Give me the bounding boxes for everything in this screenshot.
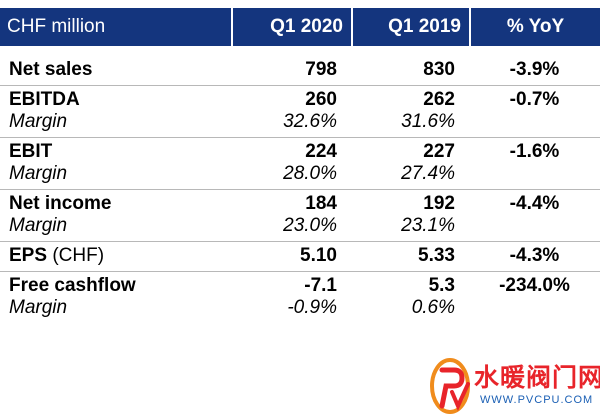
cell-q1-2019: 262 [351, 85, 469, 111]
cell-q1-2020: 32.6% [283, 111, 337, 132]
table-row-net-income-margin: Margin 23.0% 23.1% [0, 215, 600, 241]
row-label: Margin [9, 297, 68, 318]
cell-yoy: -234.0% [469, 271, 600, 297]
cell-yoy [469, 215, 600, 241]
header-q1-2020: Q1 2020 [231, 8, 351, 46]
cell-q1-2020: 224 [231, 137, 351, 163]
cell-q1-2019: 0.6% [411, 297, 455, 318]
cell-q1-2020: 798 [305, 59, 337, 80]
row-label: Net sales [9, 59, 93, 80]
table-row-free-cashflow: Free cashflow -7.1 5.3 -234.0% [0, 271, 600, 297]
header-row: CHF million Q1 2020 Q1 2019 % YoY [0, 8, 600, 46]
cell-q1-2020: 260 [231, 85, 351, 111]
watermark-url: WWW.PVCPU.COM [480, 394, 594, 406]
eps-label: EPS [9, 245, 48, 266]
row-label: EPS (CHF) [0, 241, 231, 271]
watermark-logo: 水暖阀门网 WWW.PVCPU.COM [430, 354, 600, 418]
cell-yoy [469, 297, 600, 323]
row-label: EBIT [0, 137, 231, 163]
cell-yoy: -4.3% [469, 241, 600, 271]
table-row-ebitda: EBITDA 260 262 -0.7% [0, 85, 600, 111]
pv-logo-icon [430, 358, 470, 414]
header-q1-2019: Q1 2019 [351, 8, 469, 46]
table-row-net-sales: Net sales 798 830 -3.9% [0, 56, 600, 85]
cell-yoy: -4.4% [469, 189, 600, 215]
table-row-ebit: EBIT 224 227 -1.6% [0, 137, 600, 163]
table-row-free-cashflow-margin: Margin -0.9% 0.6% [0, 297, 600, 323]
cell-yoy: -3.9% [509, 59, 560, 80]
header-chf-million: CHF million [0, 8, 231, 46]
financial-table: CHF million Q1 2020 Q1 2019 % YoY Net sa… [0, 8, 600, 323]
cell-q1-2019: 5.3 [351, 271, 469, 297]
cell-q1-2020: 184 [231, 189, 351, 215]
row-label: Margin [9, 215, 68, 236]
cell-q1-2020: 5.10 [231, 241, 351, 271]
cell-q1-2020: -0.9% [287, 297, 337, 318]
cell-q1-2019: 830 [423, 59, 455, 80]
row-label: Net income [0, 189, 231, 215]
cell-q1-2020: 23.0% [283, 215, 337, 236]
watermark-name: 水暖阀门网 [474, 364, 600, 392]
cell-yoy [469, 163, 600, 189]
table-row-ebitda-margin: Margin 32.6% 31.6% [0, 111, 600, 137]
row-label: Margin [9, 111, 68, 132]
cell-q1-2020: -7.1 [231, 271, 351, 297]
cell-q1-2019: 227 [351, 137, 469, 163]
row-label: Free cashflow [0, 271, 231, 297]
eps-unit: (CHF) [52, 245, 105, 266]
row-label: Margin [9, 163, 68, 184]
header-yoy: % YoY [469, 8, 600, 46]
cell-yoy: -0.7% [469, 85, 600, 111]
cell-q1-2019: 23.1% [401, 215, 455, 236]
table-row-eps: EPS (CHF) 5.10 5.33 -4.3% [0, 241, 600, 271]
cell-q1-2019: 192 [351, 189, 469, 215]
cell-q1-2019: 27.4% [401, 163, 455, 184]
cell-q1-2019: 5.33 [351, 241, 469, 271]
table-row-ebit-margin: Margin 28.0% 27.4% [0, 163, 600, 189]
row-label: EBITDA [0, 85, 231, 111]
cell-q1-2019: 31.6% [401, 111, 455, 132]
cell-yoy [469, 111, 600, 137]
table-row-net-income: Net income 184 192 -4.4% [0, 189, 600, 215]
cell-yoy: -1.6% [469, 137, 600, 163]
cell-q1-2020: 28.0% [283, 163, 337, 184]
